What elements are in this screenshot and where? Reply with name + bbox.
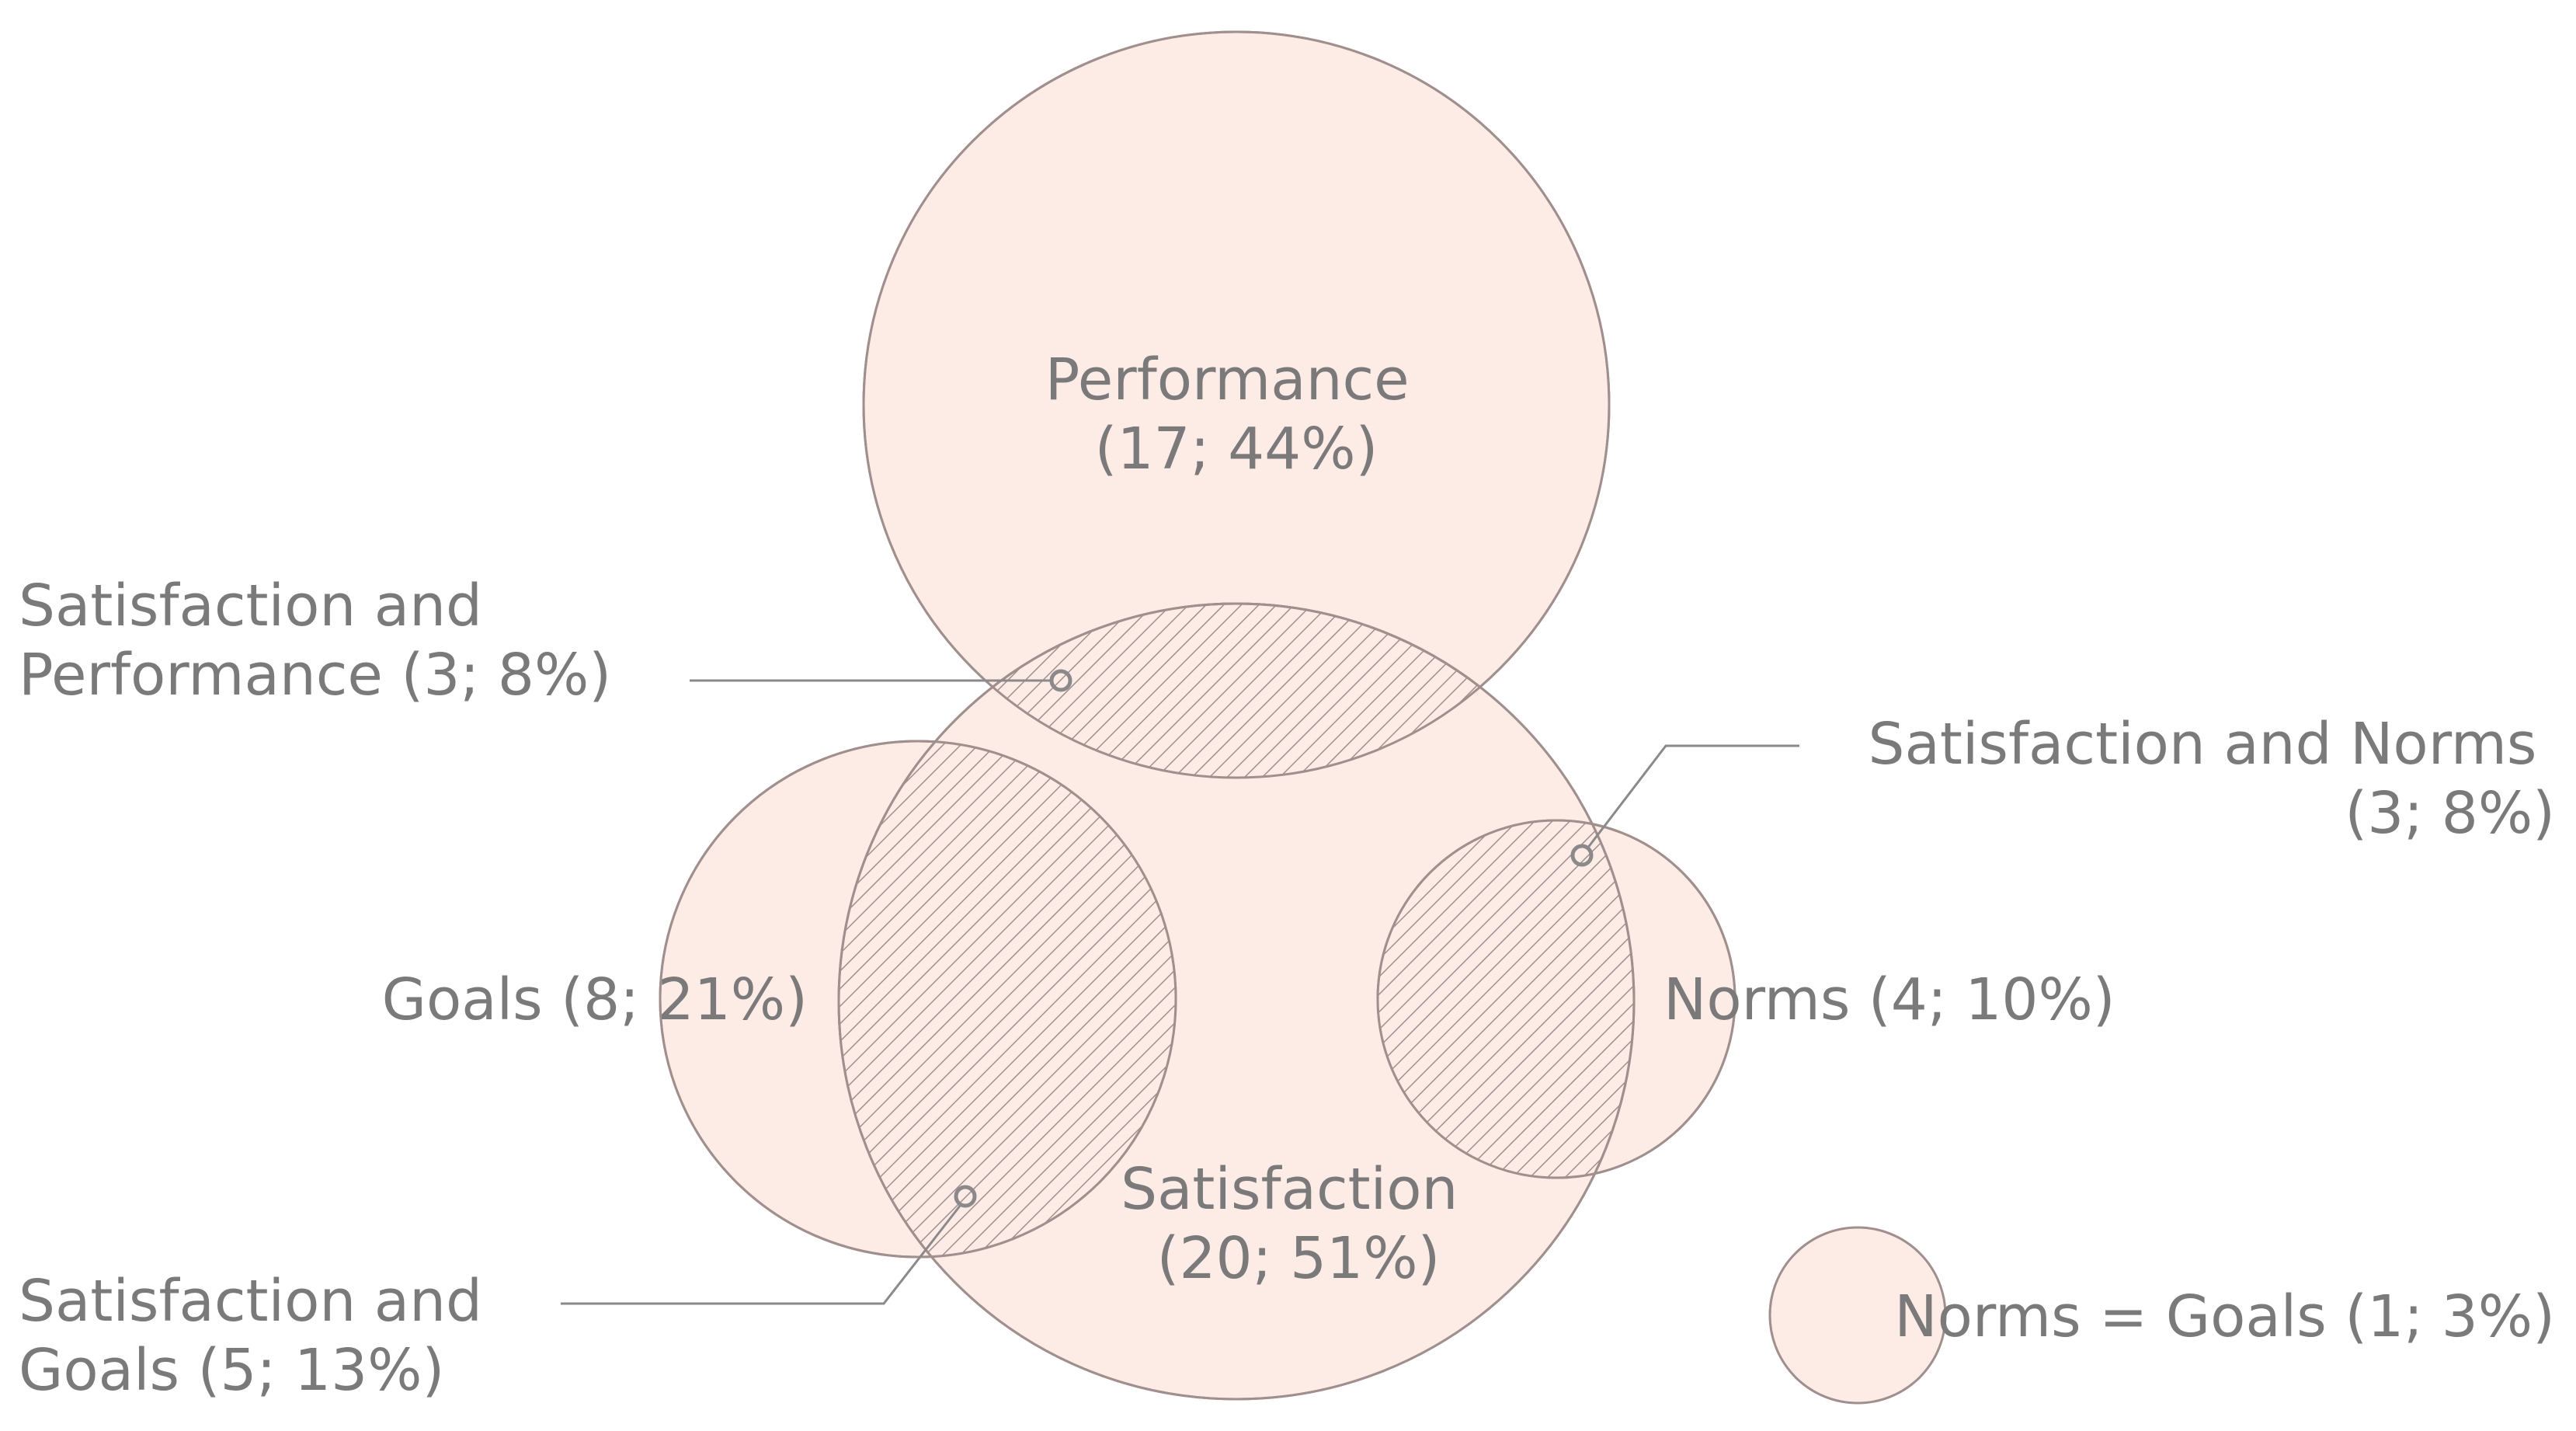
norms-goals-label: Norms = Goals (1; 3%) — [1894, 1283, 2555, 1350]
satisfaction-norms-line2: (3; 8%) — [2345, 780, 2555, 847]
satisfaction-norms-leader — [1586, 744, 1799, 849]
satisfaction-goals-marker — [954, 1185, 977, 1208]
satisfaction-norms-marker — [1570, 844, 1594, 867]
satisfaction-outline — [837, 602, 1636, 1401]
goals-label: Goals (8; 21%) — [382, 966, 808, 1033]
satisfaction-label: Satisfaction (20; 51%) — [1121, 1156, 1476, 1292]
performance-outline — [862, 30, 1611, 779]
performance-label: Performance (17; 44%) — [1045, 346, 1427, 482]
norms-outline — [1376, 819, 1736, 1179]
satisfaction-goals-line1: Satisfaction and — [19, 1268, 482, 1335]
satisfaction-norms-label: Satisfaction and Norms (3; 8%) — [1869, 711, 2555, 847]
satisfaction-performance-label: Satisfaction and Performance (3; 8%) — [19, 573, 611, 709]
satisfaction-label-line2: (20; 51%) — [1157, 1225, 1441, 1292]
performance-label-line1: Performance — [1045, 346, 1410, 413]
satisfaction-goals-leader — [561, 1204, 962, 1305]
goals-outline — [659, 740, 1177, 1259]
satisfaction-norms-line1: Satisfaction and Norms — [1869, 711, 2537, 778]
satisfaction-performance-marker — [1049, 669, 1072, 692]
satisfaction-goals-label: Satisfaction and Goals (5; 13%) — [19, 1268, 501, 1404]
satisfaction-goals-line2: Goals (5; 13%) — [19, 1337, 444, 1404]
satisfaction-performance-line1: Satisfaction and — [19, 573, 482, 639]
norms-goals-circle — [1768, 1226, 1947, 1405]
satisfaction-label-line1: Satisfaction — [1121, 1156, 1458, 1223]
norms-label: Norms (4; 10%) — [1663, 966, 2115, 1033]
satisfaction-performance-line2: Performance (3; 8%) — [19, 642, 611, 709]
performance-label-line2: (17; 44%) — [1095, 416, 1378, 482]
